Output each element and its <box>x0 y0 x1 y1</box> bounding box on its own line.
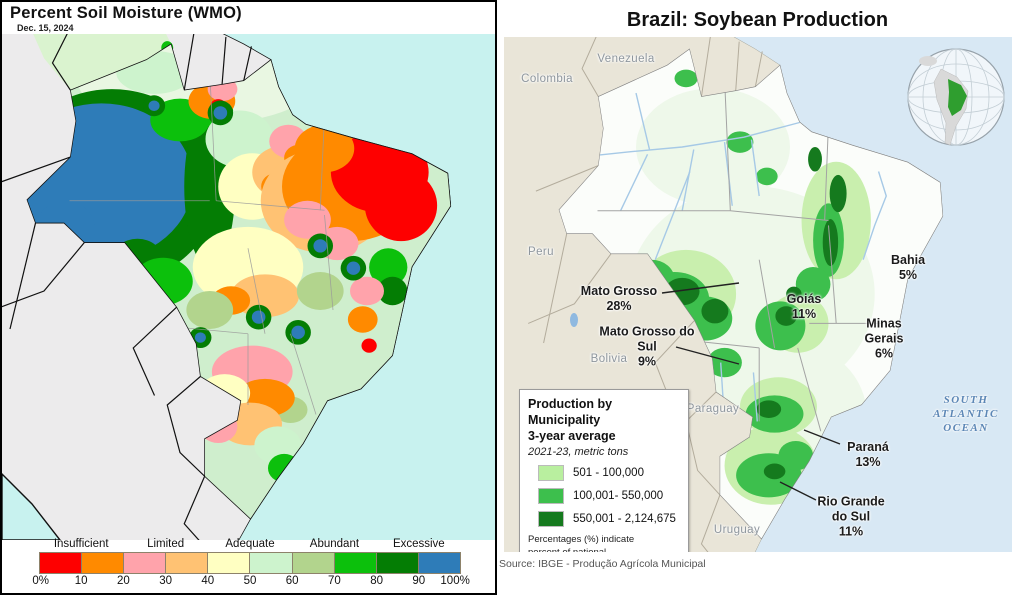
legend-swatch <box>291 552 334 574</box>
soybean-title: Brazil: Soybean Production <box>626 9 889 31</box>
country-label-uruguay: Uruguay <box>713 524 761 536</box>
legend-tick: 40 <box>201 575 215 587</box>
state-pct: 28% <box>606 299 632 313</box>
legend-swatch <box>165 552 208 574</box>
ocean-label-line: SOUTH <box>943 394 989 406</box>
legend-class-label: 100,001- 550,000 <box>573 490 664 502</box>
legend-swatch <box>375 552 418 574</box>
legend-title-2: 3-year average <box>528 429 616 443</box>
legend-subtitle: 2021-23, metric tons <box>528 446 629 458</box>
soybean-panel: Brazil: Soybean Production <box>497 0 1018 595</box>
legend-color-bar <box>39 552 461 574</box>
ocean-label-line: ATLANTIC <box>933 408 999 420</box>
state-label-parana: Paraná 13% <box>847 440 889 470</box>
legend-tick: 80 <box>370 575 383 587</box>
soybean-map-area: Colombia Venezuela Peru Bolivia Paraguay… <box>504 37 1012 552</box>
state-name: Mato Grosso do Sul <box>599 324 695 354</box>
source-note: Source: IBGE - Produção Agrícola Municip… <box>499 558 706 570</box>
ocean-label-line: OCEAN <box>943 422 989 434</box>
legend-class-row: 550,001 - 2,124,675 <box>538 511 680 527</box>
legend-swatch <box>123 552 166 574</box>
country-label-venezuela: Venezuela <box>597 53 655 65</box>
state-name: Mato Grosso <box>580 284 658 298</box>
legend-title: Production by Municipality <box>528 397 613 427</box>
legend-category: Excessive <box>392 538 445 550</box>
legend-tick: 50 <box>243 575 257 587</box>
state-name: Goiás <box>786 292 822 306</box>
legend-swatch <box>538 465 564 481</box>
legend-swatch <box>538 488 564 504</box>
legend-tick: 90 <box>412 575 426 587</box>
pacific-corner <box>2 473 61 540</box>
globe-inset-icon <box>907 48 1005 146</box>
legend-tick: 100% <box>440 575 470 587</box>
state-pct: 9% <box>637 354 657 369</box>
legend-tick: 0% <box>32 575 49 587</box>
lake <box>570 313 578 327</box>
legend-category: Abundant <box>309 538 360 550</box>
state-label-bahia: Bahia 5% <box>891 253 925 283</box>
legend-class-label: 501 - 100,000 <box>573 467 644 479</box>
rivers <box>582 93 886 421</box>
state-label-rio-grande-do-sul: Rio Grande do Sul 11% <box>810 495 892 540</box>
legend-class-label: 550,001 - 2,124,675 <box>573 513 676 525</box>
state-label-mato-grosso: Mato Grosso 28% <box>581 284 657 314</box>
ocean-label: SOUTH ATLANTIC OCEAN <box>933 393 999 435</box>
soil-moisture-map <box>2 34 495 540</box>
legend-category: Insufficient <box>53 538 109 550</box>
legend-tick: 70 <box>327 575 341 587</box>
state-name: Minas Gerais <box>864 316 904 346</box>
state-label-minas-gerais: Minas Gerais 6% <box>855 317 913 362</box>
legend-swatch <box>207 552 250 574</box>
legend-category: Limited <box>147 538 185 550</box>
legend-tick: 20 <box>116 575 130 587</box>
legend-swatch <box>538 511 564 527</box>
state-pct: 11% <box>838 524 864 539</box>
state-pct: 5% <box>898 268 918 282</box>
legend-tick: 10 <box>74 575 88 587</box>
state-pct: 11% <box>791 307 817 321</box>
state-label-mato-grosso-do-sul: Mato Grosso do Sul 9% <box>599 325 695 370</box>
legend-tick-row: 0% 10 20 30 40 50 60 70 80 90 100% <box>32 575 469 591</box>
soil-moisture-panel: Percent Soil Moisture (WMO) Dec. 15, 202… <box>0 0 497 595</box>
state-name: Rio Grande do Sul <box>817 494 885 524</box>
legend-note: Percentages (%) indicate percent of nati… <box>528 534 635 552</box>
state-borders <box>598 78 883 431</box>
soil-moisture-title: Percent Soil Moisture (WMO) <box>10 4 242 22</box>
legend-class-row: 100,001- 550,000 <box>538 488 680 504</box>
state-name: Paraná <box>847 440 889 454</box>
legend-swatch <box>333 552 376 574</box>
continent <box>504 37 944 552</box>
state-name: Bahia <box>890 253 926 267</box>
legend-tick: 60 <box>285 575 299 587</box>
legend-tick: 30 <box>159 575 172 587</box>
state-pct: 6% <box>874 346 894 361</box>
country-label-bolivia: Bolivia <box>590 353 628 365</box>
country-label-peru: Peru <box>528 246 554 258</box>
state-label-goias: Goiás 11% <box>787 292 822 322</box>
country-label-colombia: Colombia <box>521 73 573 85</box>
legend-category-row: Insufficient Limited Adequate Abundant E… <box>39 538 461 550</box>
country-label-paraguay: Paraguay <box>686 403 740 415</box>
soil-moisture-date: Dec. 15, 2024 <box>17 23 74 33</box>
legend-swatch <box>39 552 82 574</box>
legend-class-row: 501 - 100,000 <box>538 465 680 481</box>
legend-swatch <box>81 552 124 574</box>
leader-lines <box>661 282 841 501</box>
legend-swatch <box>249 552 292 574</box>
production-legend: Production by Municipality 3-year averag… <box>519 389 689 552</box>
legend-category: Adequate <box>225 538 275 550</box>
soil-moisture-legend: Insufficient Limited Adequate Abundant E… <box>32 538 469 591</box>
state-pct: 13% <box>855 455 881 469</box>
legend-swatch <box>417 552 461 574</box>
